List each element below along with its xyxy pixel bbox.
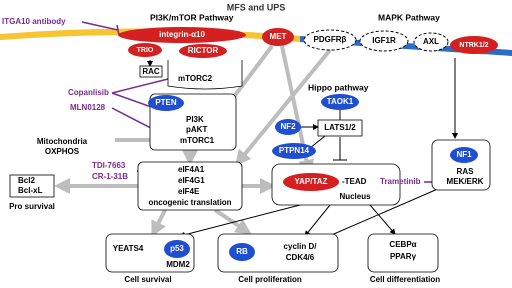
node-label: NF2 bbox=[280, 122, 296, 131]
node-label: TRIO bbox=[137, 47, 154, 54]
pdgfrb-node bbox=[303, 29, 357, 51]
node-label: CDK4/6 bbox=[286, 253, 315, 262]
node-label: RAS bbox=[457, 167, 475, 176]
p53-node bbox=[164, 240, 190, 258]
node-label: pAKT bbox=[186, 125, 207, 134]
node-label: PPARγ bbox=[390, 252, 417, 261]
receptor-label: MET bbox=[270, 32, 287, 41]
node-label: oncogenic translation bbox=[148, 198, 231, 207]
drug-label: Copanlisib bbox=[68, 88, 109, 97]
pten-node bbox=[148, 95, 184, 111]
drug-label: Trametinib bbox=[380, 177, 421, 186]
drug-label: ITGA10 antibody bbox=[2, 17, 66, 26]
node-label: RICTOR bbox=[188, 46, 219, 55]
node-label: RB bbox=[236, 247, 248, 256]
node-label: p53 bbox=[170, 244, 184, 253]
node-label: PTEN bbox=[155, 98, 177, 107]
nf1-node bbox=[450, 147, 478, 163]
integrin-node bbox=[118, 27, 246, 43]
node-label: eIF4E bbox=[178, 187, 200, 196]
drug-label: TDI-7663 bbox=[92, 161, 126, 170]
node-label: MEK/ERK bbox=[447, 177, 484, 186]
node-label: CEBPα bbox=[389, 240, 416, 249]
receptor-label: PDGFRβ bbox=[314, 35, 347, 44]
proliferation-box bbox=[217, 233, 339, 273]
translation-box bbox=[137, 161, 243, 211]
receptor-label: integrin-α10 bbox=[159, 30, 205, 39]
node-label: YAP/TAZ bbox=[295, 177, 328, 186]
differentiation-box bbox=[367, 233, 439, 273]
node-label: Bcl2 bbox=[18, 176, 35, 185]
pathway-label: Hippo pathway bbox=[308, 82, 369, 92]
rb-node bbox=[229, 243, 255, 261]
node-label: -TEAD bbox=[342, 177, 367, 186]
bcl-box bbox=[9, 174, 55, 198]
pathway-label: PI3K/mTOR Pathway bbox=[150, 12, 234, 22]
node-label: mTORC1 bbox=[180, 136, 215, 145]
title: MFS and UPS bbox=[227, 2, 286, 12]
node-label: YEATS4 bbox=[113, 244, 144, 253]
mtorc2-box bbox=[167, 60, 243, 90]
trio-node bbox=[128, 43, 162, 57]
node-label: RAC bbox=[142, 67, 160, 76]
drug-label: CR-1-31B bbox=[92, 172, 128, 181]
rac-box bbox=[139, 65, 163, 78]
pathway-label: MAPK Pathway bbox=[378, 12, 440, 22]
node-label: Mitochondria bbox=[37, 137, 88, 146]
node-label: NF1 bbox=[456, 150, 472, 159]
node-label: PI3K bbox=[186, 115, 204, 124]
node-label: Nucleus bbox=[339, 192, 371, 201]
black-arrows bbox=[147, 58, 458, 241]
met-node bbox=[262, 28, 294, 46]
taok1-node bbox=[321, 94, 359, 110]
node-label: eIF4G1 bbox=[178, 176, 205, 185]
node-label: LATS1/2 bbox=[324, 123, 356, 132]
node-label: Cell differentiation bbox=[370, 275, 440, 284]
ntrk-node bbox=[450, 36, 498, 54]
node-label: TAOK1 bbox=[327, 97, 354, 106]
axl-node bbox=[413, 32, 449, 52]
rictor-node bbox=[179, 44, 227, 58]
drug-label: MLN0128 bbox=[70, 103, 106, 112]
ptpn14-node bbox=[272, 143, 316, 159]
node-label: MDM2 bbox=[166, 260, 190, 269]
node-label: cyclin D/ bbox=[284, 242, 318, 251]
receptor-label: IGF1R bbox=[372, 36, 396, 45]
node-label: Cell proliferation bbox=[238, 275, 302, 284]
node-label: mTORC2 bbox=[178, 74, 213, 83]
igf1r-node bbox=[359, 30, 409, 52]
node-label: Cell survival bbox=[124, 275, 171, 284]
node-label: OXPHOS bbox=[45, 147, 80, 156]
node-label: PTPN14 bbox=[279, 146, 310, 155]
node-label: Pro survival bbox=[9, 202, 55, 211]
receptor-label: NTRK1/2 bbox=[459, 42, 488, 49]
yaptaz-node bbox=[283, 173, 339, 191]
nf2-node bbox=[275, 119, 301, 135]
node-label: Bcl-xL bbox=[18, 186, 43, 195]
node-label: eIF4A1 bbox=[178, 165, 205, 174]
receptor-label: AXL bbox=[423, 37, 439, 46]
lats-box bbox=[317, 119, 363, 137]
